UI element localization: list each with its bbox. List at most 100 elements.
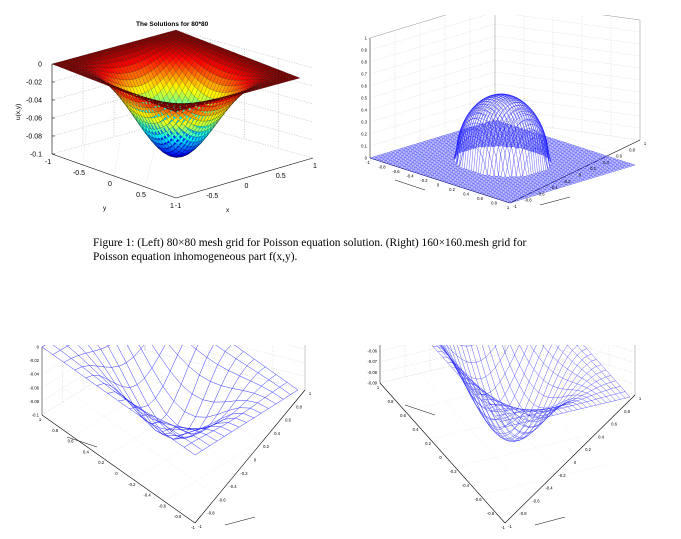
tick-label: 0.6 (400, 413, 406, 418)
mesh-line (494, 119, 636, 166)
tick-label: 0.6 (285, 418, 291, 423)
tick-label: 1 (639, 396, 642, 401)
mesh-line (502, 345, 592, 409)
axis-line (447, 120, 589, 166)
axis-line (504, 394, 636, 524)
tick-label: -0.6 (537, 191, 545, 196)
axis-line (534, 516, 566, 526)
tick-label: -0.8 (378, 165, 386, 170)
axis-line (181, 345, 284, 417)
tick-labels: 0-0.02-0.04-0.06-0.08-0.1-1-0.500.51 -1-0… (26, 62, 317, 211)
mesh-line (480, 124, 621, 170)
tick-label: 0.3 (361, 120, 367, 125)
mesh-line (505, 163, 631, 202)
tick-label: -1 (175, 203, 181, 210)
tick-label: 0.2 (449, 187, 455, 192)
axis-line (369, 59, 496, 99)
mesh-line (519, 345, 602, 405)
axis-line (369, 107, 496, 147)
mesh-line (498, 161, 624, 200)
tick-label: -0.2 (563, 179, 571, 184)
tick-label: 0.8 (361, 60, 367, 65)
tick-label: -0.2 (420, 178, 428, 183)
axis-line (379, 345, 406, 352)
mesh-line (488, 158, 615, 197)
mesh-line (510, 345, 597, 406)
mesh-line (151, 358, 255, 435)
mesh-line (466, 353, 592, 434)
axis-line (494, 23, 641, 45)
axis-line (379, 382, 506, 524)
mesh-line (140, 351, 244, 439)
tick-label: -0.8 (487, 511, 495, 516)
axis-line (494, 47, 641, 69)
axis-line (144, 349, 306, 391)
mesh-line (446, 345, 539, 420)
surface-plot-colored: The Solutions for 80*80 u(x,y) y x 0 -0.0… (15, 21, 317, 214)
mesh-line (457, 345, 554, 434)
tick-label: -1 (508, 524, 512, 529)
axis-line (602, 15, 641, 21)
mesh-line (555, 345, 616, 401)
axis-line (494, 107, 641, 129)
mesh-line (431, 345, 506, 428)
tick-label: -0.2 (449, 469, 457, 474)
axis-line (454, 436, 581, 468)
tick-label: 1 (507, 205, 510, 210)
axis-line (494, 35, 641, 57)
tick-label: -0.6 (532, 498, 540, 503)
mesh-line (493, 159, 619, 198)
ylabel: y (103, 205, 107, 212)
axis-line (164, 436, 268, 502)
tick-label: 0.4 (463, 192, 469, 197)
figure-bottom-left-mesh: 0 -0.02 -0.04 -0.06 -0.08 -0.1 1 0.8 0.6 0.4 0.2 0-… (20, 345, 325, 539)
tick-label: -0.02 (26, 80, 42, 87)
tick-label: -1 (45, 159, 51, 166)
tick-label: 0 (115, 471, 118, 476)
axis-line (369, 15, 447, 39)
tick-label: 0.6 (616, 154, 622, 159)
dome-mesh (369, 93, 636, 204)
tick-label: 0 (437, 183, 440, 188)
axis-line (369, 95, 496, 135)
surface-mesh (41, 345, 299, 456)
figure-top-right-dome: 1 0.9 0.8 0.7 0.6 0.5 0.4 0.3 0.2 0.1 0 -1 -0.8 -0.6-… (345, 15, 681, 220)
mesh-line (576, 345, 626, 399)
axes-box (379, 345, 636, 524)
tick-label: -0.2 (558, 473, 566, 478)
tick-label: -0.2 (128, 482, 136, 487)
mesh-line (461, 348, 587, 438)
mesh-line (162, 366, 266, 433)
axis-line (421, 132, 563, 178)
tick-label: -0.5 (206, 193, 218, 200)
tick-label: 0 (254, 458, 257, 463)
tick-label: -0.6 (474, 497, 482, 502)
axes-box (41, 345, 306, 524)
axis-line (494, 71, 641, 93)
tick-label: -0.4 (406, 174, 414, 179)
mesh-line (194, 389, 299, 456)
mesh-plot-coarse: 0-0.02-0.04-0.06-0.08-0.110.80.60.40.20-… (29, 345, 312, 530)
figure-bottom-right-mesh: 0-0.01-0.02-0.03-0.04-0.05-0.06-0.07-0.0… (345, 345, 681, 539)
tick-label: -0.02 (29, 358, 39, 363)
axis-line (545, 345, 636, 374)
mesh-line (486, 122, 627, 168)
tick-label: 0.1 (361, 144, 367, 149)
axis-line (287, 345, 306, 350)
tick-label: 0.6 (477, 196, 483, 201)
mesh-line (172, 374, 277, 440)
tick-label: -0.8 (524, 198, 532, 203)
tick-label: 0.4 (274, 431, 280, 436)
tick-label: -0.08 (29, 399, 39, 404)
tick-label: -0.6 (392, 169, 400, 174)
tick-labels: 10.90.80.70.60.50.40.30.20.10-1-0.8-0.6-… (361, 36, 647, 211)
axis-line (369, 35, 496, 75)
mesh-line (215, 345, 291, 395)
axis-line (515, 15, 641, 33)
mesh-line (446, 345, 497, 363)
axis-line (425, 137, 552, 177)
tick-label: 0.8 (624, 409, 630, 414)
tick-label: 0.6 (68, 439, 74, 444)
mesh-line (456, 345, 579, 441)
axis-line (404, 404, 436, 416)
